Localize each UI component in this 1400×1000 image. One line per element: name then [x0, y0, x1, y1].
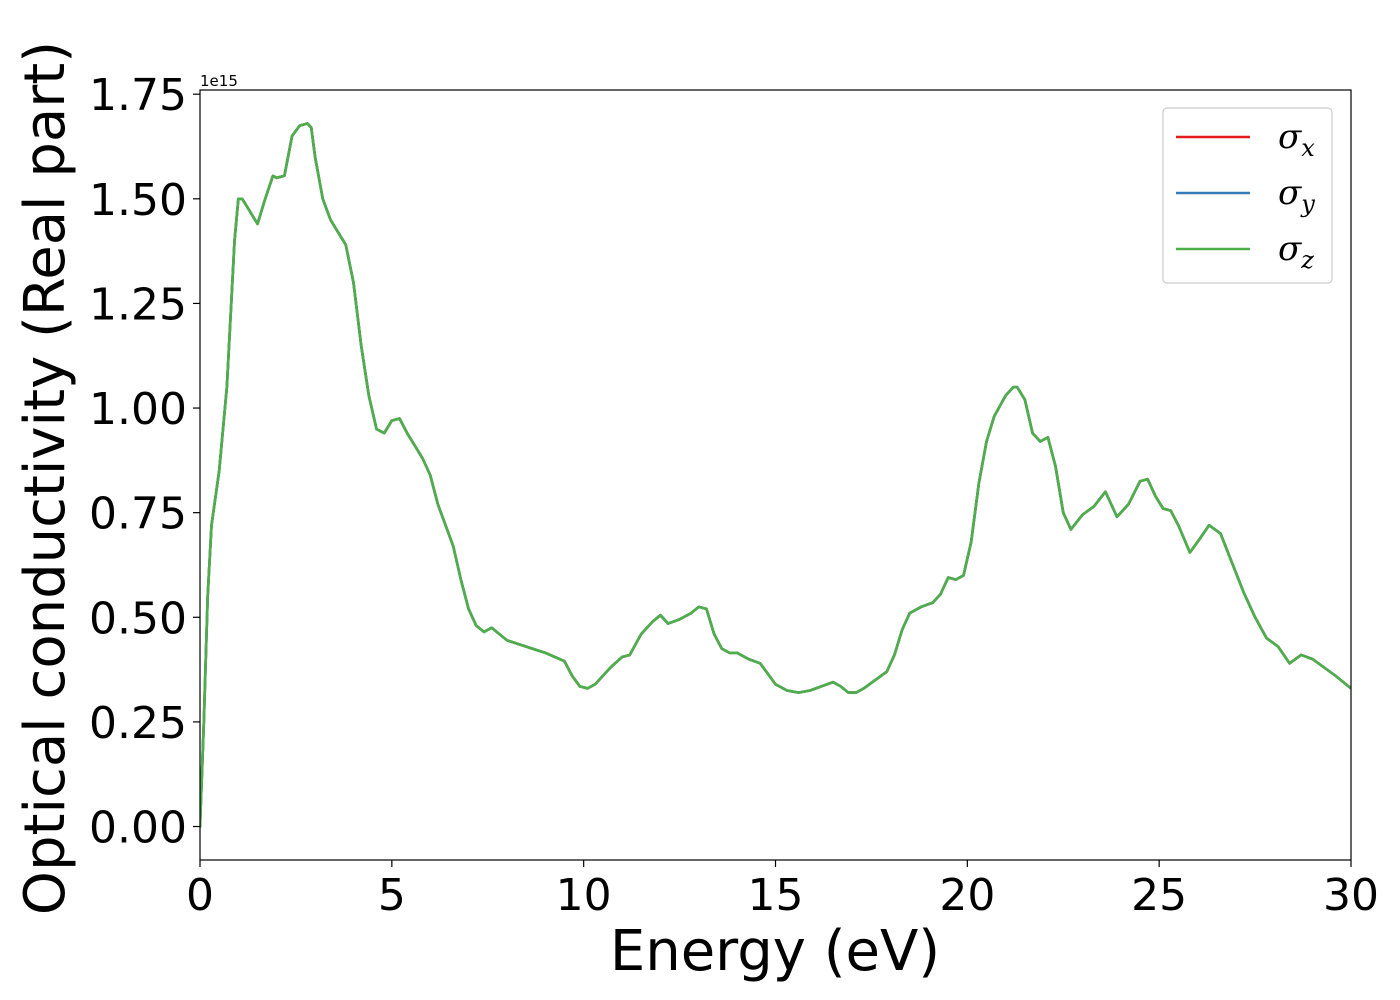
x-tick-label: 15 — [748, 870, 804, 921]
x-tick-label: 5 — [378, 870, 406, 921]
y-offset-label: 1e15 — [200, 72, 238, 90]
series-line-3 — [200, 122, 1351, 828]
legend-label: σz — [1278, 229, 1314, 274]
series-layer — [200, 122, 1351, 828]
y-axis-ticks: 0.00 0.25 0.50 0.75 1.00 1.25 1.50 1.75 — [89, 70, 200, 854]
x-tick-label: 25 — [1131, 870, 1187, 921]
x-tick-label: 20 — [939, 870, 995, 921]
y-axis-title: Optical conductivity (Real part) — [13, 41, 78, 915]
x-axis-ticks: 0 5 10 15 20 25 30 — [186, 860, 1379, 921]
y-tick-label: 0.25 — [89, 698, 187, 749]
y-tick-label: 1.25 — [89, 279, 187, 330]
y-tick-label: 1.50 — [89, 175, 187, 226]
y-tick-label: 0.50 — [89, 593, 187, 644]
x-tick-label: 30 — [1323, 870, 1379, 921]
y-tick-label: 1.00 — [89, 384, 187, 435]
x-tick-label: 0 — [186, 870, 214, 921]
legend-box — [1162, 107, 1333, 284]
x-axis-title: Energy (eV) — [610, 919, 940, 984]
x-tick-label: 10 — [556, 870, 612, 921]
y-tick-label: 0.00 — [89, 803, 187, 854]
legend-label: σy — [1278, 173, 1315, 218]
y-tick-label: 0.75 — [89, 489, 187, 540]
legend-label: σx — [1278, 117, 1315, 162]
legend: σx σy σz — [1162, 107, 1333, 284]
y-tick-label: 1.75 — [89, 70, 187, 121]
